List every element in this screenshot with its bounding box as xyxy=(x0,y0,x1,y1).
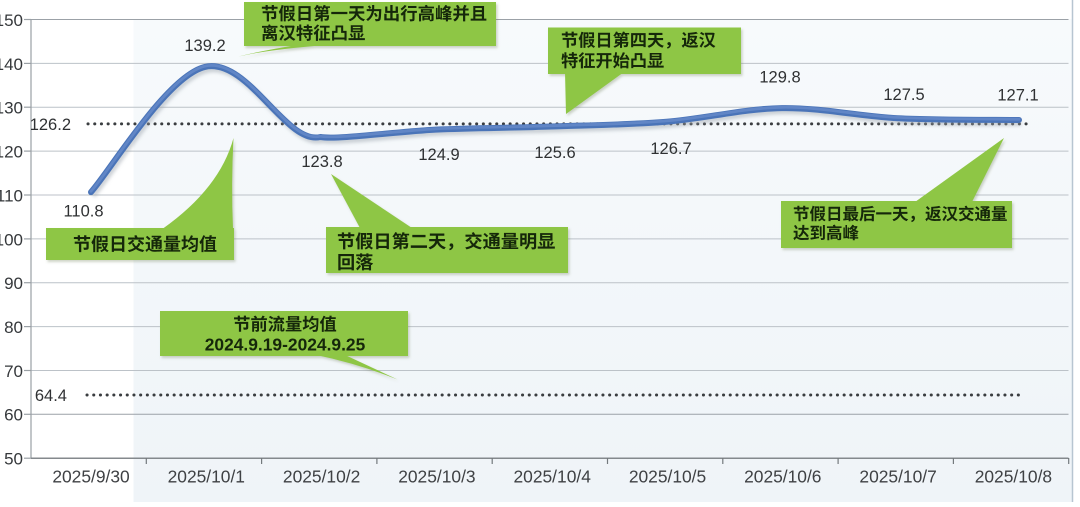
svg-text:2025/10/8: 2025/10/8 xyxy=(975,467,1052,487)
svg-text:140: 140 xyxy=(0,55,23,74)
svg-text:123.8: 123.8 xyxy=(301,153,342,171)
svg-text:2025/10/5: 2025/10/5 xyxy=(629,467,706,487)
svg-text:2025/9/30: 2025/9/30 xyxy=(52,467,129,487)
svg-text:127.5: 127.5 xyxy=(883,86,924,104)
svg-text:2025/10/7: 2025/10/7 xyxy=(859,467,936,487)
svg-text:70: 70 xyxy=(4,362,23,381)
svg-text:126.2: 126.2 xyxy=(30,116,71,134)
svg-text:2025/10/1: 2025/10/1 xyxy=(168,467,245,487)
svg-text:60: 60 xyxy=(4,406,23,425)
svg-text:150: 150 xyxy=(0,11,23,30)
svg-text:2024.9.19-2024.9.25: 2024.9.19-2024.9.25 xyxy=(205,335,366,355)
svg-text:126.7: 126.7 xyxy=(650,140,691,158)
svg-text:127.1: 127.1 xyxy=(997,87,1038,105)
svg-text:125.6: 125.6 xyxy=(534,144,575,162)
svg-text:129.8: 129.8 xyxy=(759,69,800,87)
svg-text:50: 50 xyxy=(4,450,23,469)
svg-text:110.8: 110.8 xyxy=(63,203,103,221)
svg-text:2025/10/4: 2025/10/4 xyxy=(514,467,592,487)
svg-text:139.2: 139.2 xyxy=(184,37,225,55)
svg-text:110: 110 xyxy=(0,186,23,205)
svg-text:130: 130 xyxy=(0,99,23,118)
svg-text:80: 80 xyxy=(4,318,23,337)
svg-text:2025/10/3: 2025/10/3 xyxy=(398,467,475,487)
svg-text:100: 100 xyxy=(0,230,23,249)
svg-text:64.4: 64.4 xyxy=(35,387,67,405)
svg-text:2025/10/2: 2025/10/2 xyxy=(283,467,360,487)
svg-text:124.9: 124.9 xyxy=(418,146,459,164)
svg-text:2025/10/6: 2025/10/6 xyxy=(744,467,821,487)
svg-text:90: 90 xyxy=(4,274,23,293)
svg-text:120: 120 xyxy=(0,143,23,162)
